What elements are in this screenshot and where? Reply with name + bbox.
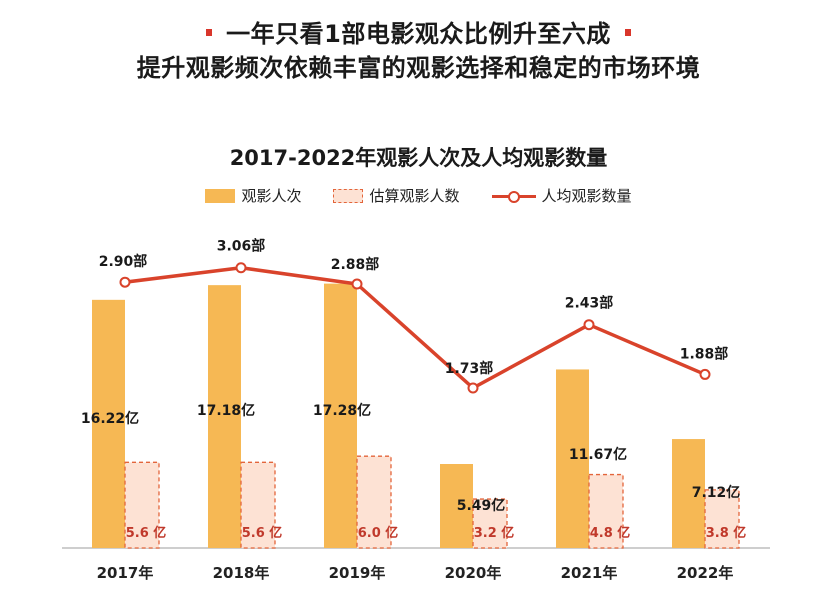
data-label-per-capita-0: 2.90部 bbox=[99, 253, 148, 270]
chart-legend: 观影人次 估算观影人数 人均观影数量 bbox=[0, 185, 837, 206]
x-tick-label-2: 2019年 bbox=[329, 564, 386, 582]
bar-estimated-viewers-0 bbox=[124, 461, 160, 549]
headline-line-1-text: 一年只看1部电影观众比例升至六成 bbox=[226, 20, 611, 48]
legend-label-per-capita: 人均观影数量 bbox=[541, 187, 632, 205]
data-label-estimated-viewers-5: 3.8 亿 bbox=[706, 525, 747, 541]
data-label-attendance-0: 16.22亿 bbox=[81, 410, 139, 427]
data-label-attendance-4: 11.67亿 bbox=[569, 446, 627, 463]
bar-attendance-2 bbox=[324, 283, 357, 548]
data-label-estimated-viewers-0: 5.6 亿 bbox=[126, 525, 167, 541]
legend-item-attendance: 观影人次 bbox=[205, 185, 301, 206]
data-label-attendance-1: 17.18亿 bbox=[197, 402, 255, 419]
x-tick-label-5: 2022年 bbox=[677, 564, 734, 582]
x-tick-label-4: 2021年 bbox=[561, 564, 618, 582]
line-per-capita bbox=[124, 265, 706, 390]
data-label-estimated-viewers-2: 6.0 亿 bbox=[358, 525, 399, 541]
data-label-per-capita-5: 1.88部 bbox=[680, 345, 729, 362]
legend-item-estimated-viewers: 估算观影人数 bbox=[333, 185, 460, 206]
data-label-estimated-viewers-4: 4.8 亿 bbox=[590, 525, 631, 541]
x-tick-label-3: 2020年 bbox=[445, 564, 502, 582]
data-label-per-capita-4: 2.43部 bbox=[565, 295, 614, 312]
point-per-capita-4 bbox=[583, 319, 595, 331]
point-per-capita-2 bbox=[351, 278, 363, 290]
legend-item-per-capita: 人均观影数量 bbox=[491, 185, 632, 206]
red-square-marker-left bbox=[206, 28, 213, 36]
data-label-estimated-viewers-1: 5.6 亿 bbox=[242, 525, 283, 541]
bar-estimated-viewers-2 bbox=[356, 455, 392, 549]
legend-swatch-per-capita bbox=[491, 189, 536, 203]
legend-swatch-attendance bbox=[205, 188, 236, 203]
data-label-attendance-5: 7.12亿 bbox=[692, 484, 741, 501]
chart-title: 2017-2022年观影人次及人均观影数量 bbox=[229, 146, 608, 170]
bar-attendance-5 bbox=[672, 439, 705, 548]
bar-estimated-viewers-5 bbox=[704, 489, 740, 549]
bar-estimated-viewers-1 bbox=[240, 461, 276, 549]
bar-estimated-viewers-3 bbox=[472, 498, 508, 549]
legend-swatch-estimated-viewers bbox=[333, 188, 364, 203]
x-tick-label-0: 2017年 bbox=[97, 564, 154, 582]
point-per-capita-1 bbox=[235, 262, 247, 274]
bar-attendance-1 bbox=[208, 285, 241, 548]
legend-label-attendance: 观影人次 bbox=[241, 187, 302, 205]
bar-attendance-0 bbox=[92, 299, 125, 548]
headline-line-1: 一年只看1部电影观众比例升至六成 bbox=[0, 14, 837, 49]
point-per-capita-3 bbox=[467, 382, 479, 394]
data-label-per-capita-1: 3.06部 bbox=[217, 238, 266, 255]
bar-attendance-4 bbox=[556, 369, 589, 548]
data-label-per-capita-2: 2.88部 bbox=[331, 256, 380, 273]
red-square-marker-right bbox=[624, 28, 631, 36]
x-tick-label-1: 2018年 bbox=[213, 564, 270, 582]
point-per-capita-5 bbox=[699, 368, 711, 380]
data-label-estimated-viewers-3: 3.2 亿 bbox=[474, 525, 515, 541]
bar-attendance-3 bbox=[440, 464, 473, 548]
data-label-attendance-3: 5.49亿 bbox=[457, 497, 506, 514]
data-label-per-capita-3: 1.73部 bbox=[445, 360, 494, 377]
bar-estimated-viewers-4 bbox=[588, 473, 624, 549]
point-per-capita-0 bbox=[119, 276, 131, 288]
data-label-attendance-2: 17.28亿 bbox=[313, 402, 371, 419]
legend-label-estimated-viewers: 估算观影人数 bbox=[369, 187, 460, 205]
headline-line-2: 提升观影频次依赖丰富的观影选择和稳定的市场环境 bbox=[136, 54, 701, 82]
